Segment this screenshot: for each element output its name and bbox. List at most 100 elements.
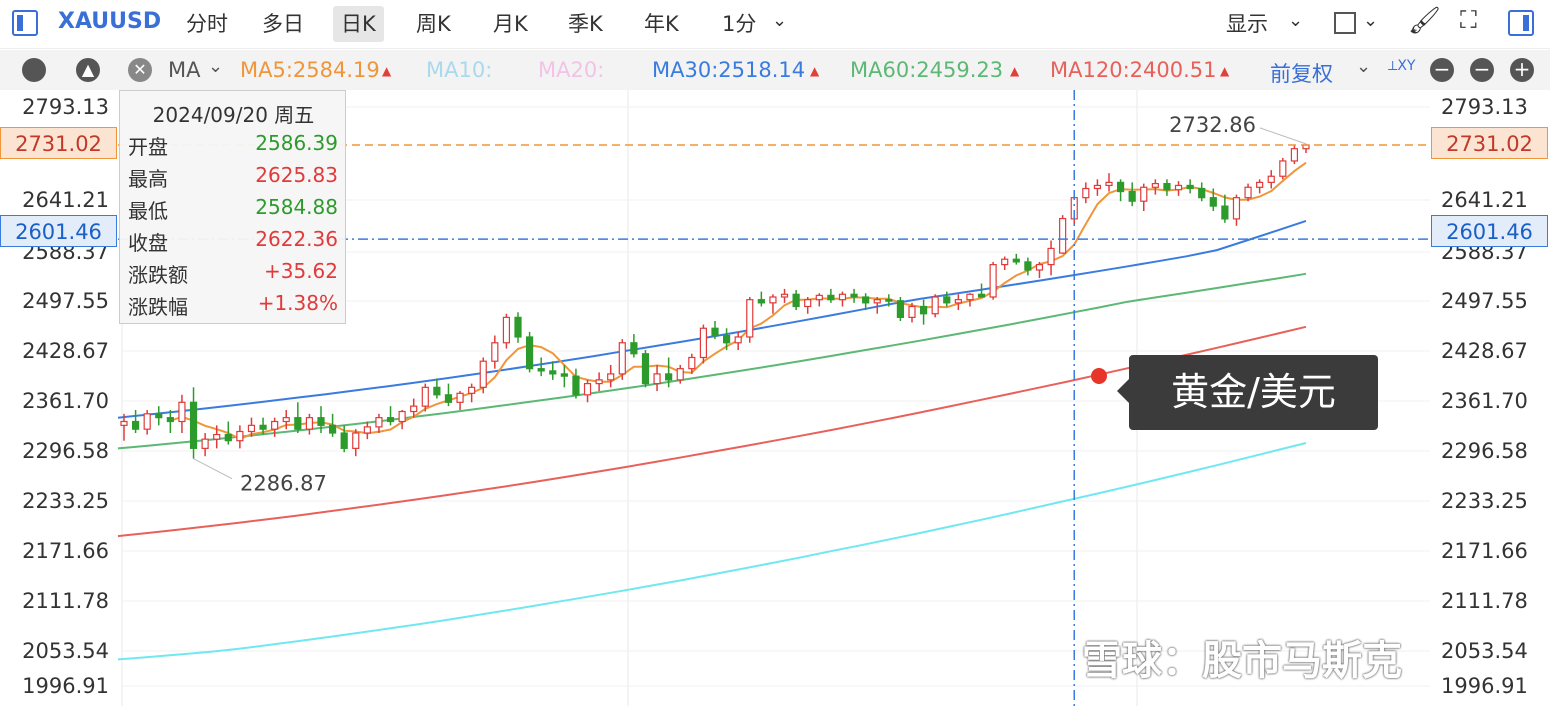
min-price-label: 2286.87 <box>240 472 327 496</box>
tab-daily-k[interactable]: 日K <box>333 6 384 42</box>
checkbox-icon[interactable] <box>1334 12 1356 34</box>
candle-81 <box>1059 215 1067 254</box>
candle-58 <box>792 289 800 311</box>
candle-51 <box>711 320 719 340</box>
candle-body-95 <box>1221 205 1229 220</box>
watermark-text: 雪球：股市马斯克 <box>1082 638 1402 684</box>
ma60-line <box>117 272 1307 450</box>
candle-30 <box>468 383 476 403</box>
ma60-label: MA60:2459.23 <box>850 58 1004 82</box>
tab-monthly-k[interactable]: 月K <box>493 12 528 36</box>
candle-10 <box>236 425 244 449</box>
current-price-label-left: 2731.02 <box>0 127 117 159</box>
sidebar-toggle-icon[interactable] <box>12 10 38 36</box>
ma20-label: MA20: <box>538 58 605 82</box>
tab-intraday[interactable]: 分时 <box>186 12 228 36</box>
display-menu[interactable]: 显示 <box>1226 12 1268 36</box>
candle-body-90 <box>1163 183 1171 191</box>
fullscreen-icon[interactable]: ⛶ <box>1460 6 1477 34</box>
candle-66 <box>885 294 893 307</box>
candle-body-64 <box>862 296 870 304</box>
ohlc-tooltip: 2024/09/20 周五 开盘 2586.39 最高 2625.83 最低 2584… <box>119 90 346 324</box>
candle-46 <box>653 364 661 392</box>
xy-axis-icon[interactable]: ⟂XY <box>1388 58 1416 74</box>
tab-1min[interactable]: 1分 <box>722 12 757 36</box>
adjust-chevron-icon[interactable]: ⌄ <box>1356 56 1372 77</box>
candle-76 <box>1001 256 1009 271</box>
candle-65 <box>873 296 881 314</box>
candle-97 <box>1244 183 1252 202</box>
candle-body-73 <box>966 293 974 301</box>
candle-body-71 <box>943 296 951 304</box>
candle-body-83 <box>1082 187 1090 199</box>
candle-83 <box>1082 182 1090 204</box>
zoom-in-icon[interactable]: + <box>1510 58 1534 82</box>
candle-96 <box>1232 194 1241 226</box>
candle-22 <box>375 413 383 434</box>
candle-42 <box>607 364 615 388</box>
candle-29 <box>456 391 464 410</box>
collapse-up-icon[interactable]: ▲ <box>76 58 100 82</box>
ma-selector[interactable]: MA <box>168 58 201 82</box>
candle-79 <box>1035 261 1044 279</box>
candle-body-74 <box>977 293 986 298</box>
tab-quarterly-k[interactable]: 季K <box>568 12 603 36</box>
max-price-label: 2732.86 <box>1169 113 1256 137</box>
candle-4 <box>166 409 174 434</box>
ma5-label: MA5:2584.19 <box>240 58 380 82</box>
candle-16 <box>305 413 314 435</box>
y-tick-left-5: 2361.70 <box>22 389 109 413</box>
y-tick-left-6: 2296.58 <box>22 439 109 463</box>
candle-body-76 <box>1001 258 1009 266</box>
checkbox-chevron-icon[interactable]: ⌄ <box>1363 10 1379 31</box>
candle-52 <box>722 328 731 351</box>
candle-body-78 <box>1024 261 1032 271</box>
shrink-icon[interactable]: − <box>1470 58 1494 82</box>
candle-body-87 <box>1128 190 1136 202</box>
candle-body-65 <box>873 299 881 304</box>
candle-body-42 <box>607 373 615 381</box>
candle-body-11 <box>247 424 256 433</box>
adjust-selector[interactable]: 前复权 <box>1270 62 1333 86</box>
chart-marks: 2732.86 2286.87 <box>118 90 1430 706</box>
candle-body-33 <box>502 316 511 344</box>
candle-body-79 <box>1035 264 1044 271</box>
tab-yearly-k[interactable]: 年K <box>644 12 679 36</box>
symbol-title[interactable]: XAUUSD <box>58 9 162 34</box>
candle-body-89 <box>1151 183 1159 188</box>
candle-body-27 <box>433 386 441 396</box>
candle-84 <box>1093 179 1102 196</box>
current-price-label-right: 2731.02 <box>1431 127 1548 159</box>
display-chevron-icon[interactable]: ⌄ <box>1288 10 1304 31</box>
panel-toggle-icon[interactable] <box>1508 10 1534 36</box>
candle-body-21 <box>363 426 371 434</box>
candle-body-24 <box>398 410 406 423</box>
ma30-up-icon: ▲ <box>810 64 820 78</box>
crosshair-price-label-right: 2601.46 <box>1431 215 1548 247</box>
tab-multiday[interactable]: 多日 <box>262 12 304 36</box>
ma-chevron-icon[interactable]: ⌄ <box>208 56 224 77</box>
tab-1min-chevron-icon[interactable]: ⌄ <box>772 10 788 31</box>
candle-93 <box>1198 182 1206 202</box>
brush-icon[interactable]: 🖌 <box>1408 6 1442 36</box>
candle-44 <box>630 334 638 358</box>
candle-45 <box>641 350 650 388</box>
candle-body-53 <box>734 336 742 344</box>
y-tick-right-6: 2296.58 <box>1441 439 1528 463</box>
y-axis-left: 2793.132641.212588.372497.552428.672361.… <box>22 95 109 698</box>
candle-56 <box>769 294 777 314</box>
zoom-out-icon[interactable]: − <box>1430 58 1454 82</box>
close-ma-icon[interactable]: ✕ <box>128 58 152 82</box>
candle-body-10 <box>236 430 244 442</box>
tab-weekly-k[interactable]: 周K <box>416 12 451 36</box>
ma120-label: MA120:2400.51 <box>1050 58 1217 82</box>
settings-gear-icon[interactable] <box>22 58 46 82</box>
candle-body-34 <box>514 316 522 338</box>
candle-body-57 <box>780 293 789 298</box>
candle-32 <box>491 335 499 369</box>
candle-72 <box>954 294 962 311</box>
candle-80 <box>1047 240 1055 276</box>
candle-19 <box>340 425 348 453</box>
candle-60 <box>815 293 823 307</box>
candle-7 <box>201 433 209 457</box>
